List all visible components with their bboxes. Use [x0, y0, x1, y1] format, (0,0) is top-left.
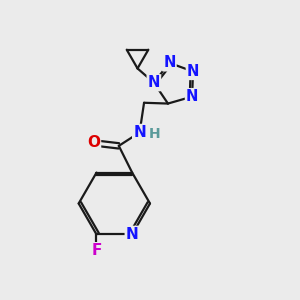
Text: N: N [186, 89, 198, 104]
Text: N: N [148, 75, 160, 90]
Text: F: F [91, 243, 102, 258]
Text: H: H [149, 127, 161, 141]
Text: N: N [187, 64, 199, 79]
Text: N: N [133, 125, 146, 140]
Text: N: N [163, 56, 176, 70]
Text: N: N [126, 227, 139, 242]
Text: O: O [87, 135, 100, 150]
